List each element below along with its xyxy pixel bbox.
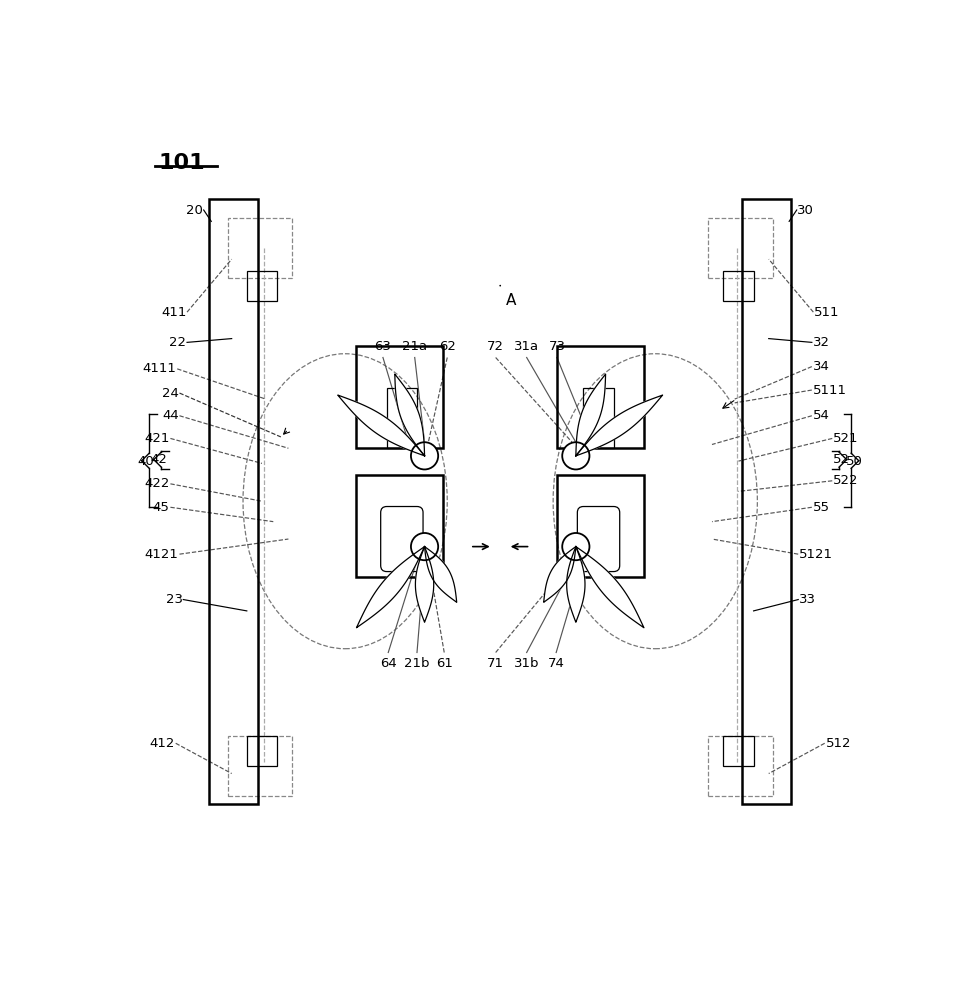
- Text: A: A: [507, 293, 516, 308]
- Polygon shape: [567, 547, 585, 622]
- Text: 521: 521: [834, 432, 859, 445]
- Text: 62: 62: [439, 340, 456, 353]
- Bar: [356, 475, 443, 577]
- Text: 32: 32: [813, 336, 830, 349]
- Text: 74: 74: [548, 657, 564, 670]
- Text: 4111: 4111: [142, 362, 177, 375]
- Text: 22: 22: [169, 336, 186, 349]
- Polygon shape: [416, 547, 433, 622]
- Bar: [386, 388, 417, 448]
- Polygon shape: [356, 547, 425, 628]
- Polygon shape: [395, 374, 425, 456]
- Text: 24: 24: [162, 387, 179, 400]
- Text: 45: 45: [153, 501, 170, 514]
- Text: 31a: 31a: [514, 340, 539, 353]
- Text: 63: 63: [375, 340, 391, 353]
- Text: 511: 511: [814, 306, 839, 319]
- Circle shape: [411, 533, 438, 560]
- Text: 71: 71: [487, 657, 505, 670]
- Text: 21a: 21a: [402, 340, 427, 353]
- Bar: [228, 218, 292, 278]
- Bar: [709, 736, 773, 796]
- Text: 23: 23: [166, 593, 183, 606]
- Text: 411: 411: [161, 306, 186, 319]
- Bar: [209, 199, 258, 804]
- Polygon shape: [576, 395, 663, 456]
- Circle shape: [562, 533, 590, 560]
- Text: 101: 101: [158, 153, 205, 173]
- Bar: [742, 199, 792, 804]
- Text: 61: 61: [436, 657, 453, 670]
- Polygon shape: [544, 547, 576, 602]
- Text: 4121: 4121: [144, 548, 179, 561]
- Text: 73: 73: [549, 340, 565, 353]
- Bar: [247, 736, 277, 766]
- Text: 421: 421: [144, 432, 170, 445]
- Bar: [356, 346, 443, 448]
- Text: 33: 33: [799, 593, 816, 606]
- Text: 30: 30: [797, 204, 814, 217]
- Text: 72: 72: [487, 340, 505, 353]
- Bar: [723, 736, 753, 766]
- Text: 44: 44: [162, 409, 179, 422]
- Text: 40: 40: [138, 455, 154, 468]
- Bar: [228, 736, 292, 796]
- Text: 412: 412: [149, 737, 175, 750]
- Text: 21b: 21b: [404, 657, 429, 670]
- Circle shape: [562, 442, 590, 469]
- Polygon shape: [576, 547, 644, 628]
- Text: 34: 34: [813, 360, 830, 373]
- Bar: [584, 388, 614, 448]
- Text: 512: 512: [826, 737, 851, 750]
- Circle shape: [411, 442, 438, 469]
- Text: 5111: 5111: [813, 384, 846, 397]
- Text: 55: 55: [813, 501, 830, 514]
- Text: 31b: 31b: [514, 657, 540, 670]
- Text: 42: 42: [150, 453, 168, 466]
- Bar: [709, 218, 773, 278]
- Text: 50: 50: [846, 455, 863, 468]
- Text: 422: 422: [144, 477, 170, 490]
- Text: 5121: 5121: [799, 548, 833, 561]
- Text: 54: 54: [813, 409, 830, 422]
- Bar: [723, 271, 753, 301]
- Bar: [247, 271, 277, 301]
- Polygon shape: [425, 547, 457, 602]
- Text: 20: 20: [186, 204, 203, 217]
- Text: 522: 522: [834, 474, 859, 487]
- Text: 52: 52: [834, 453, 850, 466]
- Bar: [557, 475, 644, 577]
- Text: 64: 64: [380, 657, 396, 670]
- Polygon shape: [576, 374, 605, 456]
- Bar: [557, 346, 644, 448]
- Polygon shape: [338, 395, 425, 456]
